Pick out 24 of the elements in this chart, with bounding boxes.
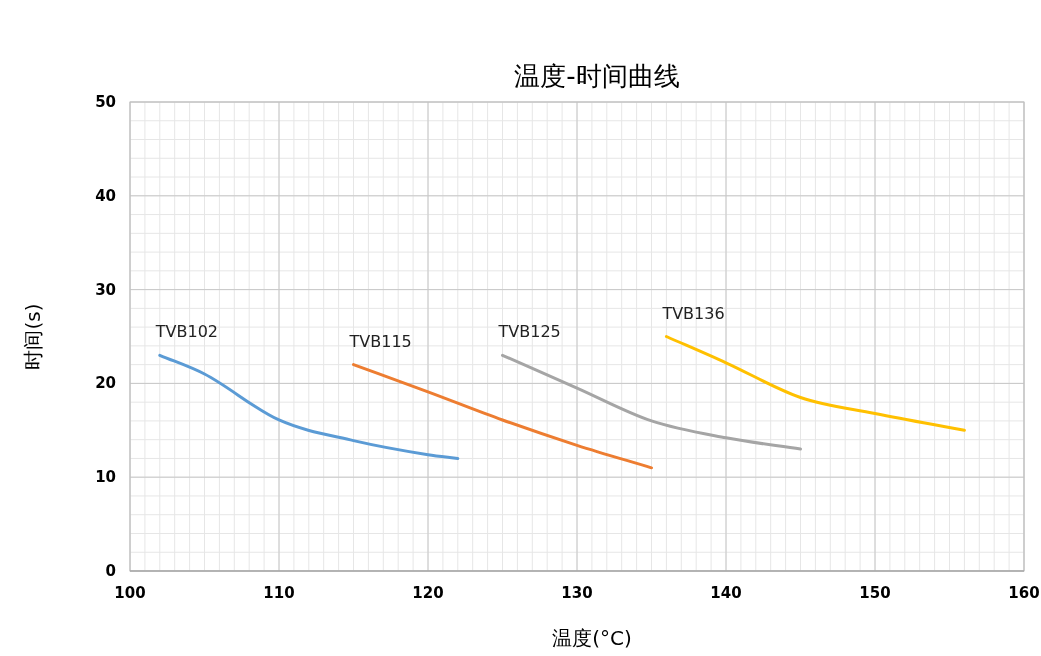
line-series <box>664 335 966 432</box>
line-series <box>352 363 653 470</box>
y-tick-label: 0 <box>105 562 116 580</box>
x-tick-label: 150 <box>859 584 891 602</box>
line-series <box>501 353 802 451</box>
x-tick-label: 120 <box>412 584 444 602</box>
x-axis-title: 温度(°C) <box>552 626 632 650</box>
series-label: TVB102 <box>154 322 219 342</box>
y-tick-label: 10 <box>95 468 116 487</box>
y-tick-label: 40 <box>95 186 116 205</box>
y-tick-label: 30 <box>95 280 116 299</box>
y-tick-label: 20 <box>95 374 116 393</box>
x-tick-label: 100 <box>114 584 146 602</box>
series-label: TVB136 <box>661 303 725 323</box>
y-axis-title: 时间(s) <box>21 303 45 370</box>
line-series <box>158 353 460 460</box>
y-tick-label: 50 <box>95 93 116 111</box>
x-tick-label: 110 <box>263 584 295 602</box>
chart-title: 温度-时间曲线 <box>514 61 680 91</box>
series-label: TVB115 <box>348 331 412 351</box>
x-tick-label: 160 <box>1008 584 1040 602</box>
x-tick-label: 140 <box>710 584 742 602</box>
x-tick-label: 130 <box>561 584 593 602</box>
series-label: TVB125 <box>497 322 561 342</box>
